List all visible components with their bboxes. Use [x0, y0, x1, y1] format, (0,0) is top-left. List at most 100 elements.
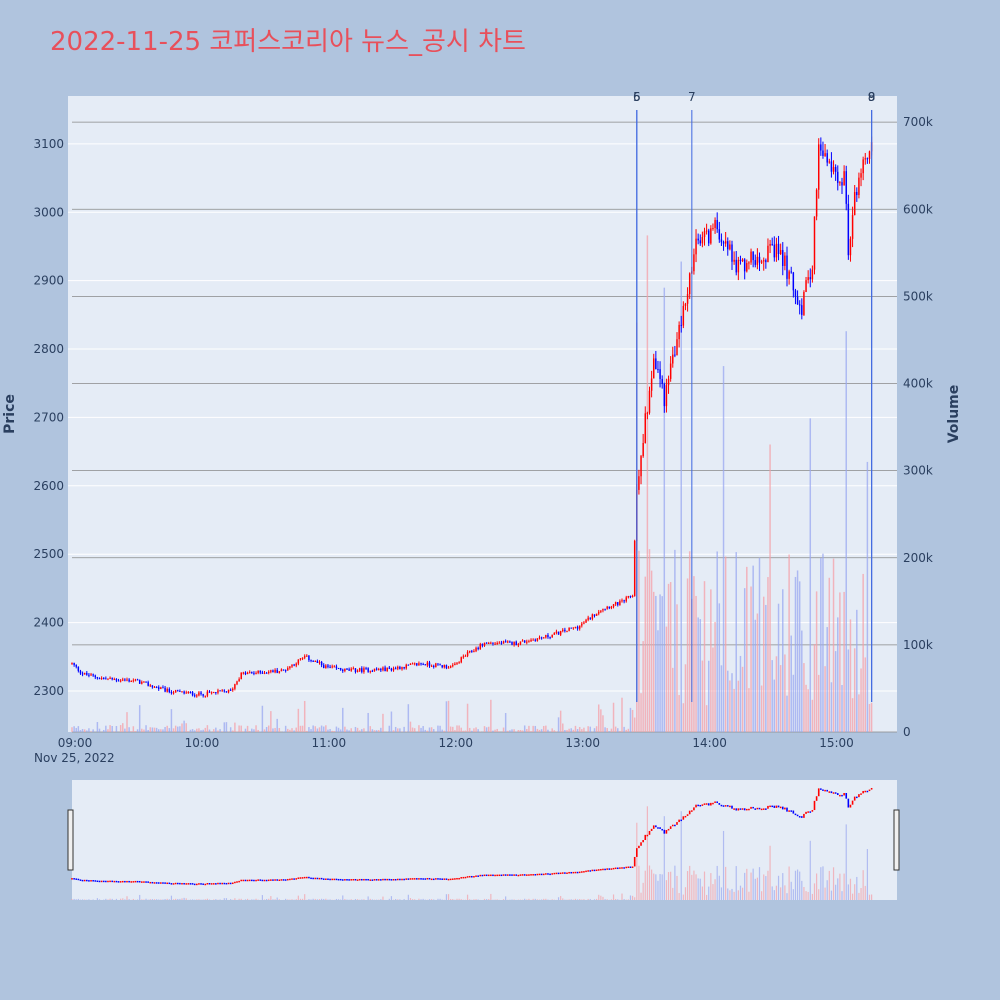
volume-bar: [782, 589, 784, 732]
candle-body: [447, 667, 450, 669]
volume-bar: [517, 730, 520, 732]
volume-bar: [735, 552, 737, 732]
candle-body: [686, 294, 689, 304]
slider-candle: [870, 787, 873, 790]
slider-candle: [401, 878, 403, 881]
slider-volume-bar: [198, 899, 200, 900]
slider-candle: [468, 875, 471, 878]
slider-volume-bar: [528, 898, 530, 900]
candle-body: [344, 668, 346, 671]
slider-volume-bar: [615, 898, 617, 900]
volume-bar: [270, 711, 272, 732]
slider-volume-bar: [179, 898, 181, 900]
slider-candle: [553, 872, 556, 875]
slider-candle: [669, 826, 672, 829]
volume-bar: [597, 704, 600, 732]
range-slider-left-handle[interactable]: [67, 809, 74, 871]
volume-bar: [462, 730, 465, 732]
volume-bar: [198, 728, 200, 732]
slider-candle: [559, 872, 562, 875]
volume-bar: [693, 576, 695, 732]
volume-bar: [151, 727, 154, 732]
volume-bar: [822, 553, 824, 732]
slider-candle: [650, 828, 653, 831]
slider-volume-bar: [706, 894, 708, 900]
slider-candle: [430, 878, 433, 881]
range-slider[interactable]: [72, 780, 897, 900]
volume-bar: [498, 731, 501, 732]
candle-body: [337, 668, 340, 670]
slider-candle: [318, 877, 321, 880]
slider-candle: [441, 878, 443, 880]
volume-bar: [333, 731, 336, 732]
volume-bar: [371, 729, 374, 732]
volume-bar: [617, 728, 619, 732]
annotation-label[interactable]: 7: [688, 90, 696, 104]
slider-candle: [832, 792, 835, 794]
volume-bar: [705, 705, 708, 732]
slider-candle: [128, 880, 130, 883]
volume-bar: [777, 603, 780, 732]
slider-volume-bar: [185, 898, 187, 900]
volume-bar: [853, 648, 856, 732]
volume-bar: [629, 707, 632, 732]
candle-body: [416, 663, 418, 666]
volume-bar: [145, 725, 147, 732]
volume-bar: [454, 730, 456, 732]
slider-candle: [219, 882, 221, 885]
candle-body: [200, 692, 202, 695]
candle-body: [310, 660, 312, 662]
candle-body: [496, 643, 498, 645]
volume-bar: [644, 576, 647, 732]
volume-bar: [739, 655, 742, 732]
volume-bar: [445, 701, 448, 732]
candle-body: [424, 664, 427, 666]
annotation-label[interactable]: 6: [633, 90, 641, 104]
candle-body: [475, 647, 477, 652]
range-slider-right-handle[interactable]: [893, 809, 900, 871]
volume-bar: [703, 581, 706, 732]
slider-candle: [477, 875, 479, 877]
slider-candle: [803, 813, 805, 818]
slider-candle: [274, 879, 276, 881]
slider-candle: [811, 810, 814, 812]
main-plot-area[interactable]: [68, 96, 897, 732]
candle-body: [523, 640, 526, 643]
candle-body: [363, 668, 365, 672]
volume-bar: [746, 566, 748, 732]
annotation-label[interactable]: 8: [868, 90, 876, 104]
volume-bar: [318, 727, 321, 732]
slider-volume-bar: [536, 899, 538, 900]
slider-candle: [331, 878, 333, 881]
slider-candle: [215, 883, 217, 885]
slider-volume-bar: [606, 899, 608, 900]
slider-volume-bar: [139, 894, 141, 900]
slider-candle: [193, 883, 196, 886]
annotation-label[interactable]: 9: [868, 90, 876, 104]
candle-body: [174, 690, 177, 693]
slider-volume-bar: [642, 882, 644, 900]
slider-candle: [781, 806, 784, 810]
slider-candle: [663, 829, 666, 834]
slider-candle: [335, 878, 338, 881]
slider-volume-bar: [323, 898, 325, 900]
slider-volume-bar: [684, 887, 687, 900]
candle-body: [71, 662, 73, 664]
volume-bar: [631, 709, 634, 732]
slider-candle: [141, 881, 143, 883]
candle-body: [663, 383, 666, 407]
annotation-label[interactable]: 5: [633, 90, 641, 104]
slider-candle: [756, 807, 759, 810]
volume-bar: [242, 731, 245, 732]
slider-candle: [619, 867, 621, 869]
volume-bar: [306, 730, 308, 732]
volume-bar: [322, 726, 325, 732]
slider-candle: [701, 804, 704, 806]
volume-bar: [614, 726, 617, 732]
slider-volume-bar: [676, 875, 678, 900]
volume-bar: [219, 729, 221, 732]
volume-bar: [720, 665, 723, 732]
volume-bar: [604, 727, 606, 732]
candle-body: [697, 238, 699, 241]
volume-bar: [432, 729, 435, 732]
